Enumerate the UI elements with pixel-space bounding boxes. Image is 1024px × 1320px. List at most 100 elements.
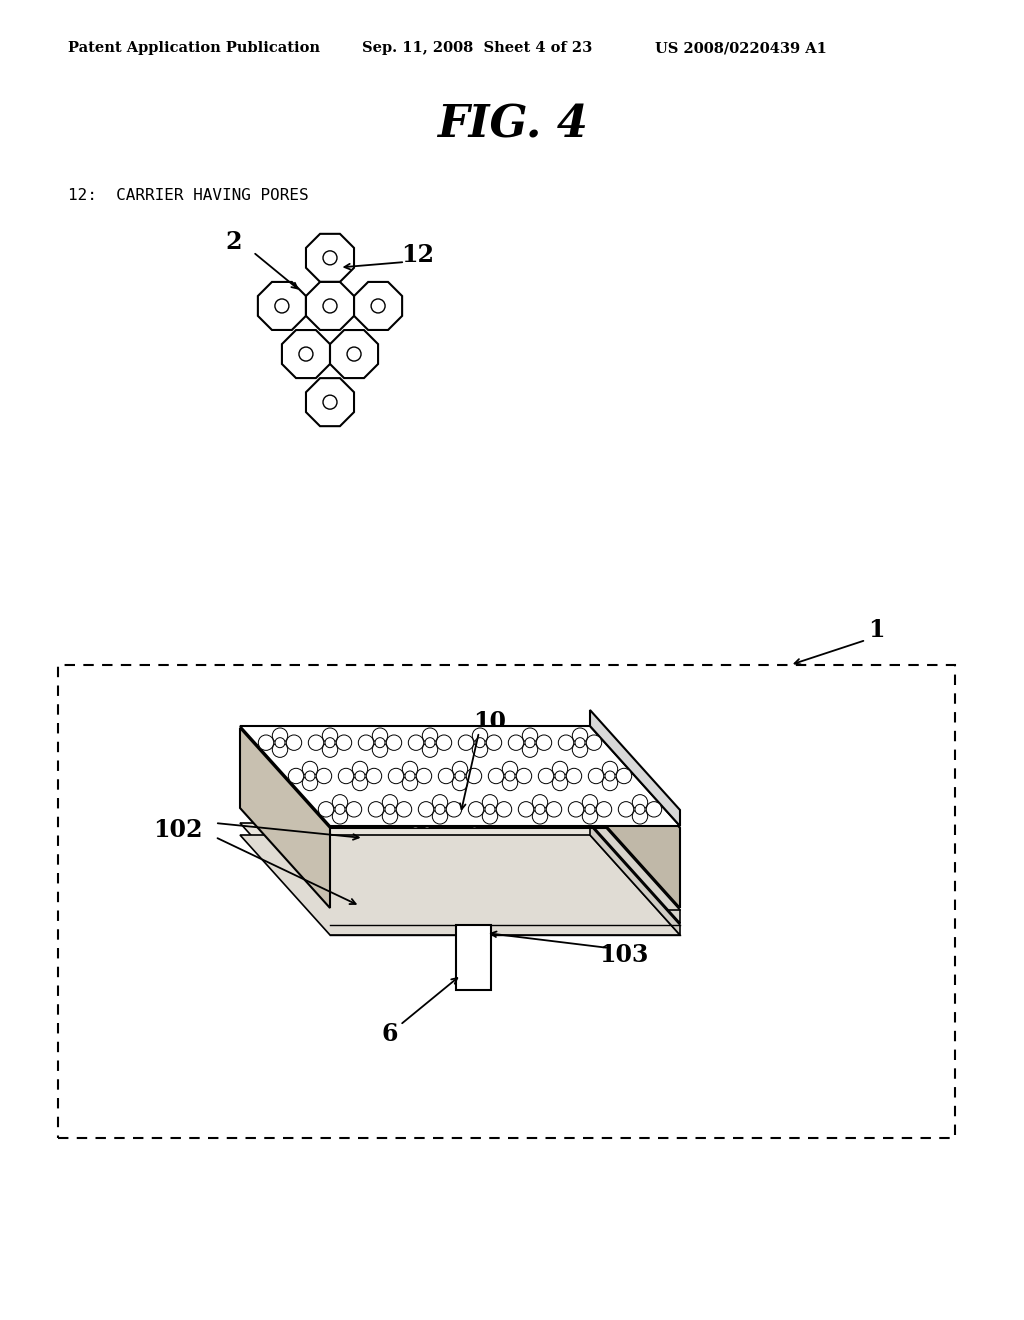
Circle shape bbox=[562, 770, 565, 772]
Circle shape bbox=[323, 298, 337, 313]
Circle shape bbox=[299, 776, 303, 780]
Circle shape bbox=[422, 746, 424, 748]
Circle shape bbox=[583, 810, 588, 816]
Circle shape bbox=[387, 781, 392, 787]
Circle shape bbox=[298, 739, 300, 742]
Circle shape bbox=[258, 735, 273, 750]
Circle shape bbox=[400, 810, 403, 814]
Circle shape bbox=[602, 821, 604, 822]
Circle shape bbox=[371, 298, 385, 313]
Circle shape bbox=[337, 734, 341, 738]
Circle shape bbox=[352, 775, 368, 791]
Circle shape bbox=[557, 775, 560, 779]
Bar bbox=[456, 925, 490, 990]
Circle shape bbox=[398, 787, 403, 792]
Circle shape bbox=[457, 818, 459, 821]
Circle shape bbox=[602, 775, 617, 791]
Text: 102: 102 bbox=[154, 818, 203, 842]
Circle shape bbox=[554, 818, 557, 821]
Circle shape bbox=[326, 758, 330, 762]
Circle shape bbox=[355, 771, 365, 781]
Circle shape bbox=[427, 789, 431, 795]
Circle shape bbox=[522, 734, 527, 739]
Circle shape bbox=[507, 820, 512, 825]
Circle shape bbox=[590, 776, 592, 777]
Circle shape bbox=[322, 767, 325, 771]
Circle shape bbox=[318, 801, 334, 817]
Circle shape bbox=[540, 785, 545, 789]
Circle shape bbox=[422, 727, 437, 743]
Text: US 2008/0220439 A1: US 2008/0220439 A1 bbox=[655, 41, 826, 55]
Circle shape bbox=[618, 812, 623, 816]
Circle shape bbox=[425, 738, 435, 747]
Circle shape bbox=[570, 813, 575, 818]
Circle shape bbox=[275, 738, 285, 747]
Circle shape bbox=[339, 764, 343, 768]
Circle shape bbox=[388, 781, 391, 785]
Circle shape bbox=[666, 820, 669, 824]
Circle shape bbox=[302, 762, 317, 776]
Circle shape bbox=[565, 795, 568, 799]
Circle shape bbox=[501, 768, 506, 772]
Circle shape bbox=[568, 801, 584, 817]
Circle shape bbox=[253, 731, 258, 737]
Circle shape bbox=[289, 768, 304, 784]
Polygon shape bbox=[330, 330, 378, 378]
Circle shape bbox=[444, 748, 450, 754]
Circle shape bbox=[568, 747, 570, 750]
Circle shape bbox=[371, 796, 374, 799]
Circle shape bbox=[589, 768, 604, 784]
Text: 12:  CARRIER HAVING PORES: 12: CARRIER HAVING PORES bbox=[68, 187, 308, 202]
Circle shape bbox=[369, 801, 384, 817]
Circle shape bbox=[604, 799, 608, 801]
Text: 2: 2 bbox=[225, 230, 243, 253]
Circle shape bbox=[518, 763, 520, 766]
Circle shape bbox=[485, 812, 488, 814]
Circle shape bbox=[618, 801, 634, 817]
Circle shape bbox=[625, 787, 628, 789]
Circle shape bbox=[418, 780, 421, 784]
Circle shape bbox=[306, 774, 310, 777]
Circle shape bbox=[597, 796, 600, 799]
Circle shape bbox=[414, 822, 418, 828]
Circle shape bbox=[468, 801, 483, 817]
Circle shape bbox=[616, 768, 632, 784]
Polygon shape bbox=[590, 729, 680, 908]
Circle shape bbox=[503, 762, 518, 776]
Circle shape bbox=[422, 742, 437, 758]
Circle shape bbox=[493, 797, 497, 801]
Circle shape bbox=[497, 801, 512, 817]
Text: 6: 6 bbox=[382, 1022, 398, 1045]
Circle shape bbox=[508, 735, 523, 750]
Circle shape bbox=[452, 783, 454, 785]
Circle shape bbox=[572, 727, 588, 743]
Circle shape bbox=[412, 741, 415, 743]
Circle shape bbox=[341, 796, 344, 800]
Circle shape bbox=[541, 758, 544, 760]
Circle shape bbox=[496, 801, 499, 805]
Circle shape bbox=[396, 801, 412, 817]
Circle shape bbox=[524, 744, 526, 747]
Polygon shape bbox=[240, 822, 680, 923]
Circle shape bbox=[546, 801, 562, 817]
Polygon shape bbox=[240, 729, 680, 828]
Circle shape bbox=[484, 801, 487, 804]
Circle shape bbox=[349, 751, 351, 754]
Text: 1: 1 bbox=[867, 618, 885, 642]
Circle shape bbox=[335, 804, 345, 814]
Circle shape bbox=[418, 796, 420, 799]
Circle shape bbox=[406, 771, 415, 781]
Circle shape bbox=[272, 742, 288, 758]
Circle shape bbox=[346, 734, 350, 738]
Circle shape bbox=[346, 777, 349, 780]
Circle shape bbox=[577, 744, 579, 747]
Circle shape bbox=[325, 755, 330, 759]
Circle shape bbox=[516, 792, 521, 797]
Circle shape bbox=[466, 768, 481, 784]
Circle shape bbox=[367, 768, 382, 784]
Circle shape bbox=[388, 768, 403, 784]
Circle shape bbox=[572, 767, 577, 771]
Circle shape bbox=[539, 739, 541, 742]
Circle shape bbox=[605, 780, 609, 784]
Circle shape bbox=[580, 734, 583, 738]
